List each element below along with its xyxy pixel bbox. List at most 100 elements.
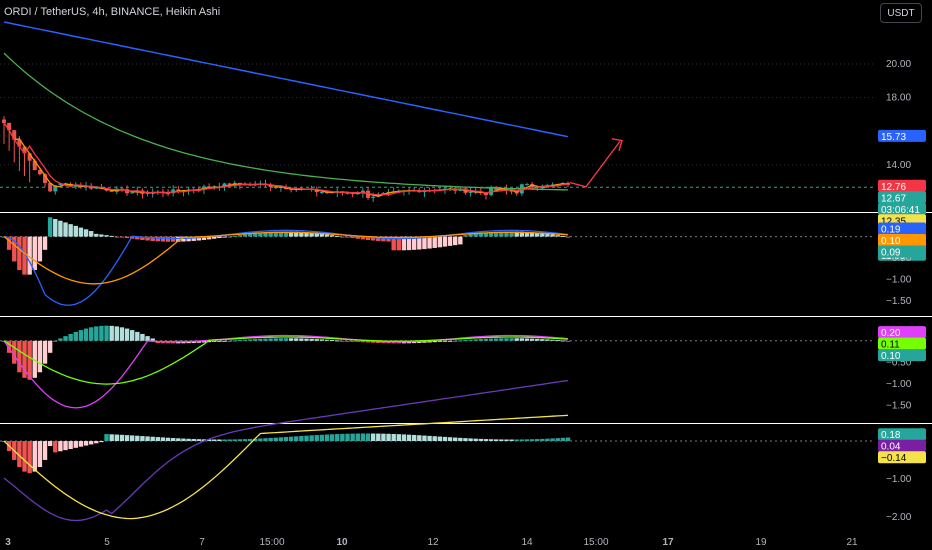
- candle: [43, 174, 48, 184]
- histogram-bar: [119, 327, 125, 341]
- histogram-bar: [109, 235, 114, 237]
- price-label: 15.73: [881, 132, 906, 143]
- histogram-bar: [124, 435, 130, 442]
- histogram-bar: [58, 220, 63, 237]
- histogram-bar: [63, 222, 68, 237]
- histogram-bar: [560, 437, 566, 442]
- histogram-bar: [27, 441, 32, 474]
- histogram-bar: [545, 339, 550, 341]
- value-label: 0.18: [881, 430, 901, 441]
- histogram-bar: [237, 439, 243, 442]
- histogram-bar: [6, 236, 12, 250]
- histogram-bar: [129, 435, 135, 442]
- histogram-bar: [442, 436, 448, 442]
- price-label: 12.76: [881, 182, 906, 193]
- osc3-slow-line: [3, 414, 569, 520]
- histogram-bar: [94, 326, 99, 341]
- histogram-bar: [227, 439, 232, 442]
- histogram-bar: [494, 439, 499, 442]
- histogram-bar: [442, 236, 448, 247]
- histogram-bar: [514, 338, 519, 341]
- histogram-bar: [355, 236, 360, 239]
- histogram-bar: [42, 340, 48, 364]
- histogram-bar: [94, 441, 99, 444]
- histogram-bar: [88, 231, 94, 237]
- histogram-bar: [381, 433, 386, 442]
- histogram-bar: [288, 436, 294, 442]
- histogram-bar: [181, 236, 186, 242]
- value-label-bg: [878, 439, 926, 452]
- x-tick-label: 5: [104, 537, 110, 548]
- histogram-bar: [201, 236, 207, 240]
- histogram-bar: [32, 441, 37, 472]
- value-label: 0.11: [881, 340, 900, 351]
- histogram-bar: [94, 233, 99, 237]
- x-tick-label: 17: [662, 537, 674, 548]
- histogram-bar: [335, 235, 340, 237]
- histogram-bar: [309, 232, 314, 237]
- histogram-bar: [37, 236, 43, 262]
- histogram-bar: [83, 441, 89, 446]
- candle: [130, 192, 135, 194]
- histogram-bar: [140, 436, 145, 442]
- histogram-bar: [42, 236, 48, 250]
- histogram-bar: [370, 340, 376, 343]
- histogram-bar: [253, 438, 258, 442]
- histogram-bar: [155, 437, 161, 442]
- histogram-bar: [258, 338, 263, 341]
- price-label: 12.67: [881, 193, 906, 204]
- histogram-bar: [545, 233, 550, 237]
- histogram-bar: [263, 338, 268, 341]
- histogram-bar: [12, 340, 17, 364]
- histogram-bar: [222, 439, 227, 442]
- histogram-bar: [212, 236, 217, 239]
- histogram-bar: [160, 437, 166, 442]
- histogram-bar: [73, 331, 78, 341]
- histogram-bar: [304, 232, 309, 237]
- y-tick-label: −0.50: [886, 253, 912, 264]
- histogram-bar: [191, 236, 196, 241]
- histogram-bar: [396, 434, 401, 442]
- candle: [176, 189, 181, 192]
- histogram-bar: [299, 231, 304, 237]
- histogram-bar: [370, 236, 376, 241]
- histogram-bar: [335, 340, 340, 342]
- histogram-bar: [509, 439, 514, 442]
- histogram-bar: [217, 236, 222, 239]
- histogram-bar: [473, 438, 478, 442]
- histogram-bar: [227, 340, 232, 342]
- histogram-bar: [88, 327, 94, 341]
- histogram-bar: [335, 434, 340, 442]
- histogram-bar: [145, 236, 150, 241]
- histogram-bar: [99, 234, 104, 237]
- histogram-bar: [365, 433, 371, 442]
- candle: [37, 170, 42, 175]
- histogram-bar: [406, 434, 412, 442]
- histogram-bar: [242, 439, 248, 442]
- histogram-bar: [253, 339, 258, 341]
- histogram-bar: [263, 438, 268, 442]
- histogram-bar: [386, 433, 391, 442]
- histogram-bar: [340, 236, 345, 238]
- histogram-bar: [524, 338, 530, 341]
- histogram-bar: [376, 236, 381, 241]
- histogram-bar: [535, 338, 540, 341]
- histogram-bar: [104, 434, 109, 442]
- histogram-bar: [488, 338, 494, 341]
- histogram-bar: [273, 231, 278, 237]
- histogram-bar: [529, 439, 535, 442]
- currency-button[interactable]: USDT: [880, 3, 922, 23]
- histogram-bar: [519, 439, 525, 442]
- histogram-bar: [427, 435, 432, 442]
- histogram-bar: [504, 338, 509, 341]
- histogram-bar: [340, 340, 345, 342]
- candle: [17, 139, 22, 147]
- candle: [68, 183, 73, 187]
- histogram-bar: [309, 435, 314, 442]
- histogram-bar: [47, 217, 53, 237]
- histogram-bar: [176, 438, 181, 442]
- histogram-bar: [63, 441, 68, 451]
- histogram-bar: [483, 439, 489, 442]
- histogram-bar: [299, 338, 304, 341]
